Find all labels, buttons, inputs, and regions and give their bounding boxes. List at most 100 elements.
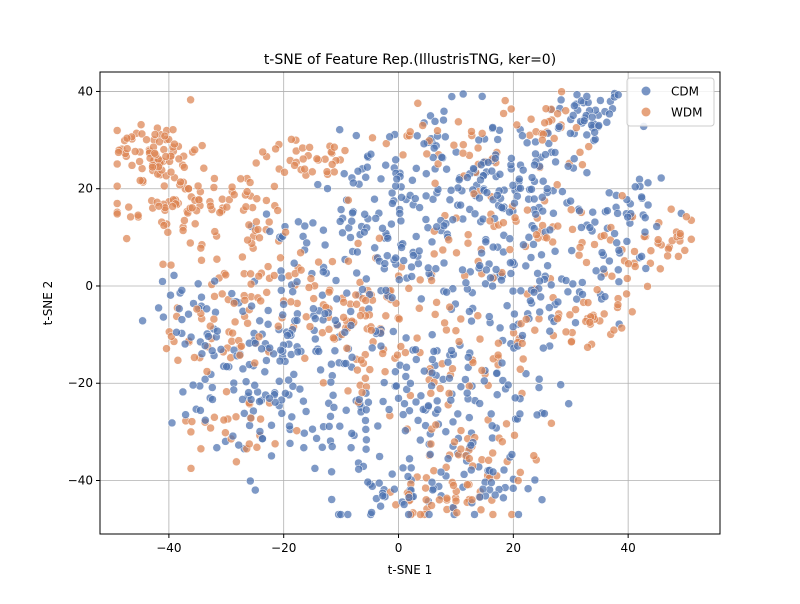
point-cdm [358,285,367,294]
point-wdm [653,235,663,244]
point-cdm [424,510,434,519]
point-cdm [456,382,466,391]
point-cdm [545,303,554,312]
point-cdm [563,287,573,297]
point-cdm [596,272,606,282]
point-wdm [529,451,539,460]
point-cdm [518,131,527,140]
point-cdm [385,132,394,142]
point-cdm [531,149,540,159]
point-cdm [441,132,450,142]
point-wdm [273,206,282,215]
point-cdm [590,128,599,137]
point-wdm [583,298,593,307]
point-cdm [335,125,344,134]
point-wdm [378,349,387,358]
point-wdm [133,210,143,220]
point-cdm [508,322,518,332]
point-wdm [351,290,361,300]
point-cdm [327,467,336,477]
point-wdm [473,143,483,153]
point-wdm [643,282,652,291]
point-wdm [430,179,440,188]
point-wdm [426,439,436,449]
point-cdm [614,265,623,275]
point-cdm [470,510,479,519]
point-cdm [255,316,264,326]
point-wdm [186,427,196,437]
point-cdm [569,154,579,163]
point-wdm [526,114,536,124]
point-wdm [217,289,227,299]
point-wdm [194,195,204,205]
point-wdm [197,141,207,150]
point-wdm [476,505,486,515]
point-wdm [219,415,229,425]
point-cdm [428,153,438,162]
point-wdm [450,437,459,447]
point-cdm [549,209,558,218]
point-cdm [490,490,500,500]
point-cdm [445,373,454,383]
point-cdm [401,372,411,381]
point-cdm [159,312,168,322]
point-cdm [387,293,397,302]
point-wdm [190,353,199,362]
x-tick-label: −20 [271,541,296,555]
legend-marker-wdm [641,107,651,117]
point-wdm [606,223,616,232]
point-cdm [193,279,203,289]
point-cdm [448,215,458,224]
point-wdm [180,163,189,172]
point-cdm [503,380,513,390]
point-wdm [212,254,222,264]
point-cdm [534,383,544,392]
point-cdm [506,258,515,268]
point-wdm [150,149,159,158]
point-cdm [475,193,484,203]
point-wdm [510,213,520,223]
point-cdm [447,346,456,355]
point-wdm [221,428,230,437]
point-wdm [137,129,147,139]
x-axis-label: t-SNE 1 [388,563,433,577]
point-cdm [524,233,534,242]
point-wdm [229,190,239,199]
point-wdm [585,318,595,327]
point-cdm [421,215,431,224]
point-cdm [631,182,640,192]
point-wdm [296,248,305,257]
point-cdm [505,207,514,217]
point-wdm [438,245,448,255]
point-cdm [439,107,449,116]
point-wdm [319,378,328,388]
point-wdm [186,95,195,105]
point-cdm [578,290,587,299]
point-wdm [229,298,239,308]
point-cdm [534,374,544,384]
point-cdm [605,256,614,266]
point-cdm [507,154,516,163]
point-wdm [160,181,169,191]
point-cdm [485,312,494,321]
point-cdm [538,206,547,216]
point-cdm [204,332,213,341]
point-wdm [463,238,473,248]
point-cdm [292,316,302,325]
point-cdm [564,399,573,408]
point-cdm [347,353,357,362]
point-cdm [320,240,330,250]
point-wdm [215,208,225,217]
point-cdm [566,196,575,206]
point-cdm [328,391,338,400]
point-cdm [320,309,330,318]
point-cdm [208,395,217,404]
point-cdm [622,237,632,246]
point-wdm [488,448,497,458]
point-cdm [283,331,292,340]
point-wdm [243,235,252,245]
point-cdm [392,381,401,391]
point-wdm [329,333,338,343]
point-wdm [458,148,468,158]
point-cdm [388,199,397,208]
